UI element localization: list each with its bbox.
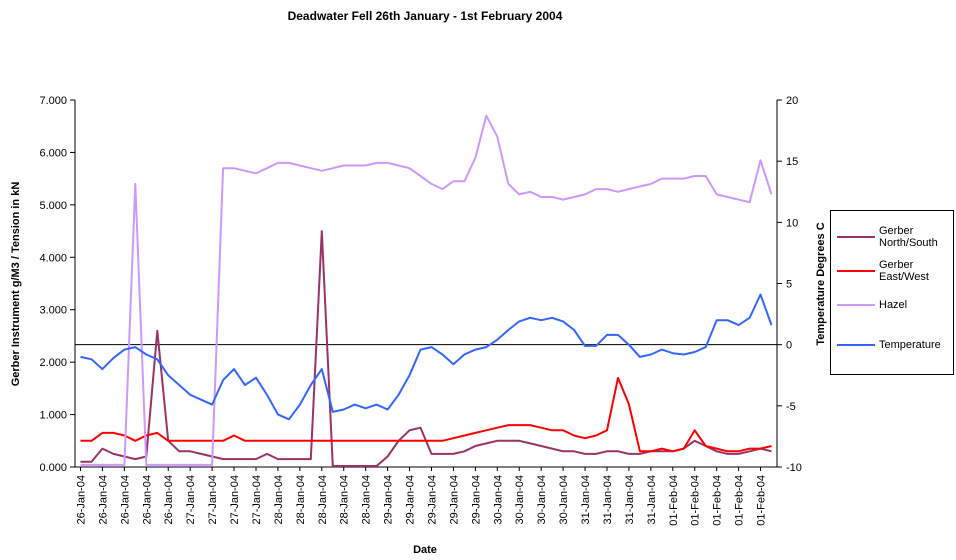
- legend-label: Hazel: [879, 299, 908, 311]
- x-tick-label: 27-Jan-04: [207, 475, 219, 525]
- x-tick-label: 01-Feb-04: [690, 475, 702, 526]
- legend-item: Hazel: [837, 299, 953, 311]
- y-tick-label: 3.000: [39, 305, 67, 317]
- y2-tick-label: 20: [786, 95, 798, 107]
- y2-tick-label: 15: [786, 156, 798, 168]
- x-tick-label: 29-Jan-04: [383, 475, 395, 525]
- y2-tick-label: -10: [786, 462, 802, 474]
- x-axis-title: Date: [413, 544, 437, 556]
- x-tick-label: 26-Jan-04: [75, 475, 87, 525]
- x-tick-label: 31-Jan-04: [580, 475, 592, 525]
- x-tick-label: 29-Jan-04: [448, 475, 460, 525]
- x-tick-label: 26-Jan-04: [141, 475, 153, 525]
- x-tick-label: 29-Jan-04: [426, 475, 438, 525]
- x-tick-label: 28-Jan-04: [339, 475, 351, 525]
- x-tick-label: 30-Jan-04: [492, 475, 504, 525]
- x-tick-label: 28-Jan-04: [361, 475, 373, 525]
- legend-label: Gerber North/South: [879, 225, 938, 249]
- x-tick-label: 26-Jan-04: [119, 475, 131, 525]
- y-tick-label: 2.000: [39, 357, 67, 369]
- x-tick-label: 28-Jan-04: [317, 475, 329, 525]
- legend-swatch: [837, 344, 875, 346]
- legend-swatch: [837, 236, 875, 238]
- legend-item: Gerber North/South: [837, 225, 953, 249]
- x-tick-label: 31-Jan-04: [646, 475, 658, 525]
- x-tick-label: 30-Jan-04: [514, 475, 526, 525]
- y2-tick-label: 5: [786, 279, 792, 291]
- y2-tick-label: 0: [786, 340, 792, 352]
- y-tick-label: 7.000: [39, 95, 67, 107]
- y-tick-label: 1.000: [39, 410, 67, 422]
- legend-label: Gerber East/West: [879, 259, 929, 283]
- x-tick-label: 31-Jan-04: [602, 475, 614, 525]
- x-tick-label: 27-Jan-04: [229, 475, 241, 525]
- series-line: [80, 114, 773, 466]
- legend: Gerber North/South Gerber East/West Hazel T…: [830, 210, 954, 375]
- x-tick-label: 01-Feb-04: [734, 475, 746, 526]
- y-tick-label: 0.000: [39, 462, 67, 474]
- x-tick-label: 28-Jan-04: [273, 475, 285, 525]
- x-tick-label: 31-Jan-04: [624, 475, 636, 525]
- legend-label: Temperature: [879, 339, 941, 351]
- chart-title: Deadwater Fell 26th January - 1st Februa…: [288, 9, 563, 23]
- y-axis-title: Gerber Instrument g/M3 / Tension in kN: [10, 182, 22, 387]
- y-tick-label: 5.000: [39, 200, 67, 212]
- legend-item: Gerber East/West: [837, 259, 953, 283]
- x-tick-label: 01-Feb-04: [756, 475, 768, 526]
- legend-item: Temperature: [837, 339, 953, 351]
- y-tick-label: 4.000: [39, 252, 67, 264]
- x-tick-label: 26-Jan-04: [97, 475, 109, 525]
- series-line: [80, 293, 773, 421]
- x-tick-label: 29-Jan-04: [405, 475, 417, 525]
- x-tick-label: 29-Jan-04: [470, 475, 482, 525]
- x-tick-label: 28-Jan-04: [295, 475, 307, 525]
- x-tick-label: 26-Jan-04: [163, 475, 175, 525]
- x-tick-label: 30-Jan-04: [558, 475, 570, 525]
- legend-swatch: [837, 304, 875, 306]
- x-tick-label: 01-Feb-04: [668, 475, 680, 526]
- x-tick-label: 27-Jan-04: [185, 475, 197, 525]
- x-tick-label: 01-Feb-04: [712, 475, 724, 526]
- y2-tick-label: -5: [786, 401, 796, 413]
- y-tick-label: 6.000: [39, 147, 67, 159]
- legend-swatch: [837, 270, 875, 272]
- y2-tick-label: 10: [786, 217, 798, 229]
- x-tick-label: 27-Jan-04: [251, 475, 263, 525]
- y2-axis-title: Temperature Degrees C: [815, 222, 827, 345]
- series-line: [80, 376, 772, 453]
- x-tick-label: 30-Jan-04: [536, 475, 548, 525]
